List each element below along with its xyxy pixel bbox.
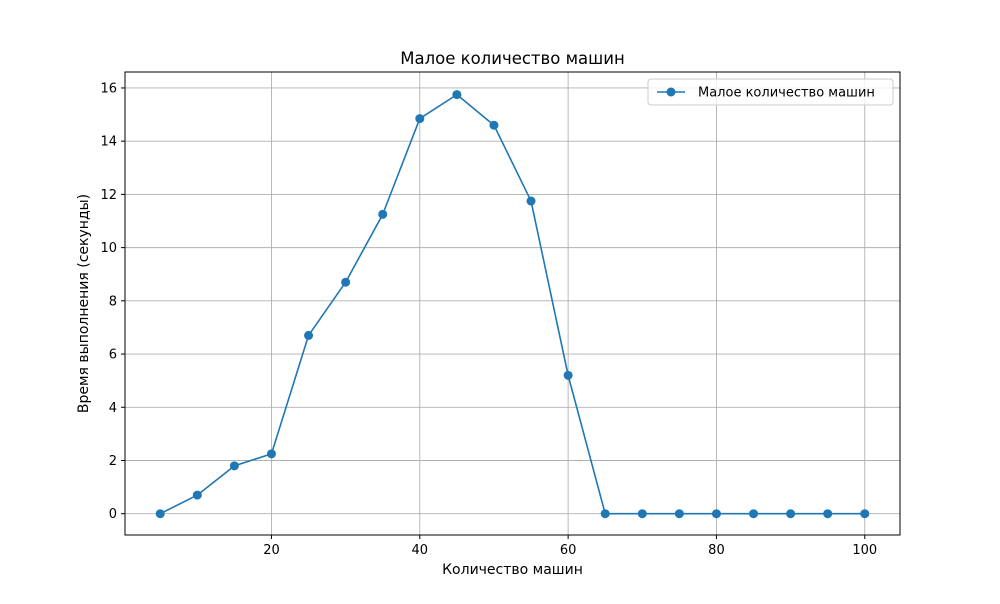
ticks: 20 40 60 80 100 0 2 4 6 8 10 12 14 16 bbox=[100, 81, 877, 558]
data-point bbox=[786, 509, 796, 519]
data-point bbox=[341, 277, 351, 287]
y-tick-label: 16 bbox=[100, 81, 117, 96]
grid bbox=[125, 72, 900, 535]
chart-title: Малое количество машин bbox=[400, 49, 625, 68]
x-axis-label: Количество машин bbox=[442, 562, 583, 578]
data-point bbox=[304, 330, 314, 340]
x-tick-label: 60 bbox=[560, 543, 577, 558]
y-tick-label: 6 bbox=[109, 348, 117, 363]
data-point bbox=[155, 509, 165, 519]
data-point bbox=[600, 509, 610, 519]
y-tick-label: 10 bbox=[100, 241, 117, 256]
legend-entry-label: Малое количество машин bbox=[698, 86, 875, 101]
series-layer bbox=[155, 90, 870, 519]
data-point bbox=[563, 370, 573, 380]
y-tick-label: 0 bbox=[109, 507, 117, 522]
data-point bbox=[526, 196, 536, 206]
legend: Малое количество машин bbox=[647, 78, 894, 106]
series-line bbox=[159, 93, 866, 515]
data-point bbox=[192, 490, 202, 500]
data-point bbox=[266, 449, 276, 459]
y-tick-label: 4 bbox=[109, 401, 117, 416]
data-point bbox=[823, 509, 833, 519]
x-tick-label: 80 bbox=[708, 543, 725, 558]
y-tick-label: 12 bbox=[100, 188, 117, 203]
data-point bbox=[637, 509, 647, 519]
x-tick-label: 100 bbox=[852, 543, 877, 558]
y-tick-label: 14 bbox=[100, 135, 117, 150]
data-point bbox=[674, 509, 684, 519]
y-tick-label: 2 bbox=[109, 454, 117, 469]
data-point bbox=[415, 114, 425, 124]
legend-marker bbox=[666, 87, 676, 97]
x-tick-label: 40 bbox=[412, 543, 429, 558]
x-tick-label: 20 bbox=[263, 543, 280, 558]
data-point bbox=[711, 509, 721, 519]
legend-box bbox=[647, 78, 894, 106]
data-point bbox=[378, 209, 388, 219]
plot-frame bbox=[124, 71, 901, 536]
y-tick-label: 8 bbox=[109, 294, 117, 309]
data-point bbox=[749, 509, 759, 519]
data-point bbox=[452, 90, 462, 100]
data-point bbox=[860, 509, 870, 519]
data-point bbox=[229, 461, 239, 471]
y-axis-label: Время выполнения (секунды) bbox=[76, 194, 92, 413]
data-point bbox=[489, 120, 499, 130]
